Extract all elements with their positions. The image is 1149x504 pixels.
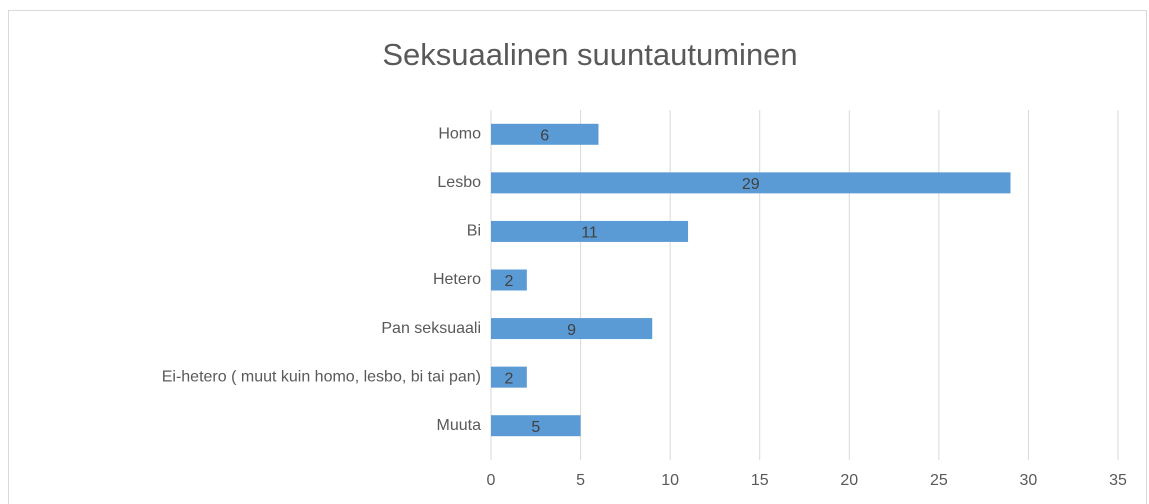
data-label: 6	[540, 128, 549, 145]
chart-title: Seksuaalinen suuntautuminen	[382, 37, 797, 72]
bar	[491, 172, 1011, 194]
data-label: 2	[504, 273, 513, 290]
x-tick-label: 30	[1020, 472, 1038, 489]
bar	[491, 415, 581, 437]
y-tick-label: Bi	[467, 223, 481, 240]
bar	[491, 123, 599, 145]
data-label: 29	[742, 176, 760, 193]
data-label: 11	[581, 225, 598, 242]
y-tick-label: Ei-hetero ( muut kuin homo, lesbo, bi ta…	[162, 368, 481, 385]
x-tick-label: 25	[930, 472, 948, 489]
bar	[491, 318, 653, 340]
bar	[491, 269, 527, 291]
data-label: 9	[567, 322, 576, 339]
y-tick-label: Homo	[438, 126, 481, 143]
bar	[491, 366, 527, 388]
x-tick-label: 10	[661, 472, 679, 489]
y-tick-label: Pan seksuaali	[381, 320, 481, 337]
data-label: 2	[504, 370, 513, 387]
x-tick-label: 35	[1109, 472, 1127, 489]
x-tick-label: 0	[487, 472, 496, 489]
y-tick-label: Muuta	[437, 417, 482, 434]
x-tick-label: 20	[840, 472, 858, 489]
x-tick-label: 15	[751, 472, 769, 489]
x-tick-label: 5	[576, 472, 585, 489]
data-label: 5	[531, 419, 540, 436]
bar	[491, 220, 689, 242]
y-tick-label: Hetero	[433, 271, 481, 288]
y-tick-label: Lesbo	[437, 174, 481, 191]
